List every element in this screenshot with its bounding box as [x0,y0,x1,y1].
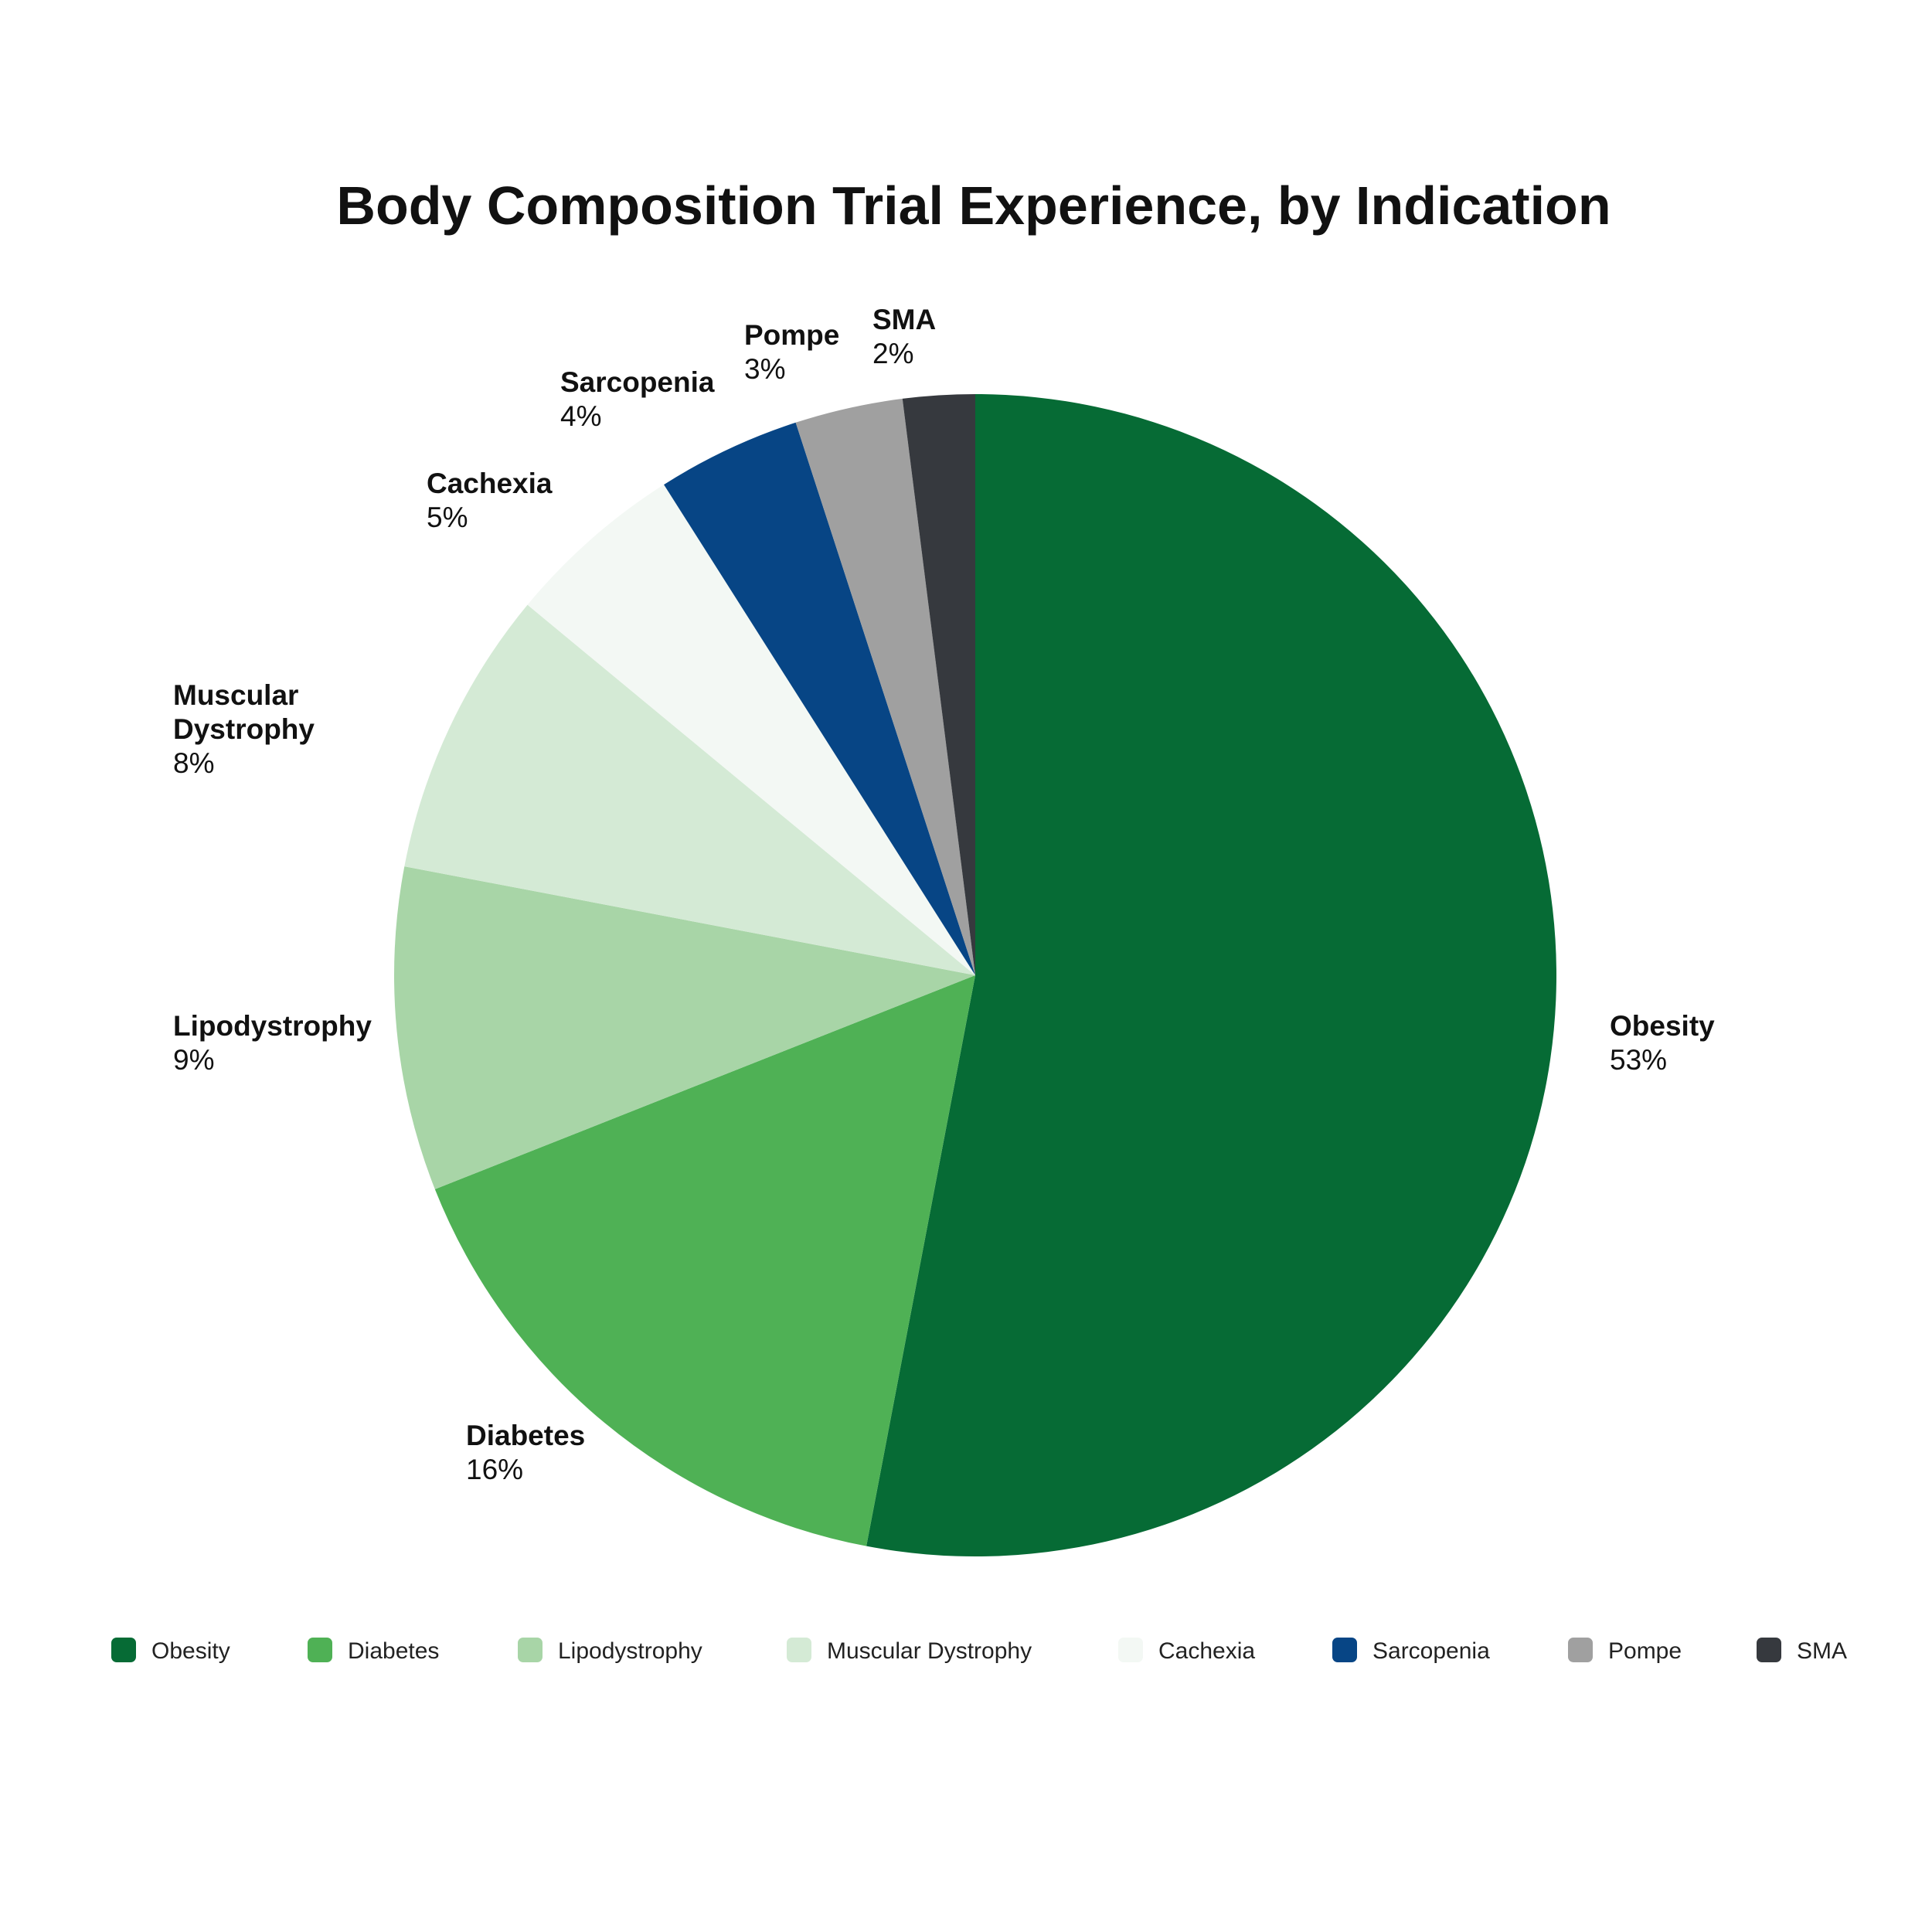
pie-slice-pompe [795,398,975,975]
legend-label: Muscular Dystrophy [827,1638,1032,1664]
pie-slice-obesity [866,394,1557,1557]
legend-label: SMA [1797,1638,1847,1664]
legend-swatch [787,1638,811,1662]
legend-item-obesity: Obesity [111,1638,230,1664]
slice-name: Diabetes [466,1420,585,1451]
legend-swatch [1568,1638,1593,1662]
slice-name: Cachexia [427,468,553,499]
slice-name: Obesity [1610,1010,1715,1042]
slice-value-label: 5% [427,502,468,533]
chart-title: Body Composition Trial Experience, by In… [336,175,1611,236]
legend-item-diabetes: Diabetes [308,1638,439,1664]
pie-slice-sarcopenia [664,422,975,975]
slice-value-label: 4% [560,400,601,432]
legend-item-sarcopenia: Sarcopenia [1332,1638,1490,1664]
legend-swatch [308,1638,332,1662]
slice-value-label: 9% [173,1044,214,1076]
slice-value-label: 53% [1610,1044,1667,1076]
legend-label: Lipodystrophy [558,1638,702,1664]
legend-swatch [1332,1638,1357,1662]
slice-value-label: 8% [173,747,214,779]
pie-slices [394,394,1557,1557]
legend-label: Pompe [1608,1638,1682,1664]
pie-slice-sma [902,394,975,975]
legend-item-cachexia: Cachexia [1118,1638,1255,1664]
legend-item-lipodystrophy: Lipodystrophy [518,1638,702,1664]
legend-item-pompe: Pompe [1568,1638,1682,1664]
legend-item-muscular-dystrophy: Muscular Dystrophy [787,1638,1032,1664]
legend-swatch [518,1638,543,1662]
slice-name: SMA [872,304,936,335]
slice-value-label: 2% [872,338,913,369]
legend-item-sma: SMA [1757,1638,1847,1664]
slice-name: Sarcopenia [560,366,715,398]
slice-value-label: 3% [744,353,785,385]
legend-swatch [111,1638,136,1662]
legend-label: Obesity [151,1638,230,1664]
pie-slice-muscular-dystrophy [404,604,975,975]
pie-slice-lipodystrophy [394,866,976,1189]
slice-name: Lipodystrophy [173,1010,372,1042]
pie-slice-cachexia [527,485,975,975]
slice-name: Muscular [173,679,298,711]
legend-label: Sarcopenia [1372,1638,1490,1664]
pie-slice-diabetes [434,975,975,1546]
legend-swatch [1757,1638,1781,1662]
legend: Obesity Diabetes Lipodystrophy Muscular Dys… [111,1638,1847,1664]
legend-swatch [1118,1638,1143,1662]
slice-name: Pompe [744,319,839,351]
slice-value-label: 16% [466,1454,523,1485]
slice-name: Dystrophy [173,713,315,745]
legend-label: Cachexia [1158,1638,1255,1664]
legend-label: Diabetes [348,1638,439,1664]
